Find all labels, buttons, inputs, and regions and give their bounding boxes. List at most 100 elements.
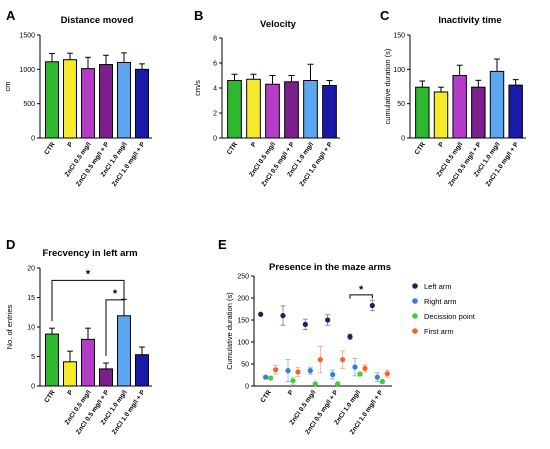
bar-zncl-1-0-mg-l <box>117 315 131 387</box>
y-tick-label: 1000 <box>19 67 35 74</box>
point-decission-point <box>268 375 274 381</box>
y-tick-label: 150 <box>393 33 405 40</box>
significance-star: * <box>113 288 118 300</box>
bar-ctr <box>227 80 242 139</box>
y-tick-label: 0 <box>213 136 217 143</box>
panel-a-title: Distance moved <box>61 15 134 26</box>
legend-marker-decission-point <box>412 313 418 319</box>
panel-e-label: E <box>218 237 227 252</box>
y-tick-label: 8 <box>213 36 217 43</box>
x-category-label-zncl-1-0-mg-l-p: ZnCl 1.0 mg/l + P <box>111 141 147 188</box>
y-axis-label: cm <box>3 82 12 92</box>
point-left-arm <box>325 317 331 323</box>
panel-a-label: A <box>6 8 16 23</box>
bar-ctr <box>45 61 59 139</box>
panel-d-title: Frecvency in left arm <box>42 248 137 259</box>
point-first-arm <box>317 357 323 363</box>
y-axis-label: cumulative duration (s) <box>383 48 392 124</box>
point-right-arm <box>374 374 380 380</box>
x-category-label-p: P <box>437 141 446 149</box>
x-category-label-ctr: CTR <box>43 141 57 156</box>
significance-star: * <box>86 268 91 280</box>
chart-e-presence-maze-arms: 0 50 100 150 200 250 Cumulative duration (s) CT… <box>225 274 476 436</box>
point-right-arm <box>330 371 336 378</box>
point-decission-point <box>357 371 363 377</box>
y-tick-label: 0 <box>245 384 249 391</box>
x-category-label-p: P <box>250 141 259 149</box>
legend-label-left-arm: Left arm <box>424 282 452 291</box>
x-category-label-ctr: CTR <box>259 389 273 404</box>
point-first-arm <box>340 357 346 363</box>
y-tick-label: 2 <box>213 111 217 118</box>
y-tick-label: 4 <box>213 86 217 93</box>
y-tick-label: 6 <box>213 61 217 68</box>
bar-zncl-1-0-mg-l <box>117 61 131 139</box>
bar-zncl-1-0-mg-l-p <box>508 84 523 139</box>
y-tick-label: 100 <box>393 67 405 74</box>
bar-zncl-0-5-mg-l <box>81 68 95 139</box>
bar-zncl-0-5-mg-l <box>452 75 467 139</box>
y-axis-label: No. of entries <box>5 304 14 349</box>
y-tick-label: 20 <box>27 266 35 273</box>
x-category-label-ctr: CTR <box>414 141 428 156</box>
point-right-arm <box>263 374 269 380</box>
bar-zncl-0-5-mg-l-p <box>99 64 113 139</box>
y-tick-label: 50 <box>397 101 405 108</box>
point-decission-point <box>312 381 318 387</box>
y-tick-label: 500 <box>23 101 35 108</box>
legend-marker-left-arm <box>412 283 418 289</box>
bar-zncl-0-5-mg-l <box>265 83 280 139</box>
bar-zncl-1-0-mg-l-p <box>135 354 149 387</box>
panel-c-title: Inactivity time <box>438 15 501 26</box>
x-category-label-p: P <box>66 141 75 149</box>
point-right-arm <box>307 368 313 374</box>
legend-marker-right-arm <box>412 298 418 304</box>
point-first-arm <box>362 365 368 371</box>
panel-b-title: Velocity <box>260 19 297 30</box>
y-axis-label: Cumulative duration (s) <box>225 292 234 370</box>
x-category-label-zncl-0-5-mg-l-p: ZnCl 0.5 mg/l + P <box>447 141 483 188</box>
y-tick-label: 15 <box>27 295 35 302</box>
bar-zncl-1-0-mg-l-p <box>322 85 337 139</box>
point-right-arm <box>285 368 291 374</box>
significance-bracket <box>105 294 125 356</box>
y-tick-label: 50 <box>241 362 249 369</box>
bar-zncl-1-0-mg-l <box>489 70 505 139</box>
bar-zncl-0-5-mg-l <box>81 338 95 387</box>
y-tick-label: 5 <box>31 354 35 361</box>
x-category-label-p: P <box>66 389 75 397</box>
point-left-arm <box>302 321 308 327</box>
point-decission-point <box>290 378 296 384</box>
x-category-label-ctr: CTR <box>43 389 57 404</box>
y-tick-label: 250 <box>237 274 249 281</box>
y-tick-label: 0 <box>31 384 35 391</box>
y-tick-label: 200 <box>237 296 249 303</box>
significance-star: * <box>359 284 364 296</box>
point-left-arm <box>369 302 375 309</box>
point-right-arm <box>352 364 358 370</box>
bar-zncl-0-5-mg-l-p <box>284 81 299 139</box>
bar-zncl-0-5-mg-l-p <box>99 368 113 387</box>
legend-label-decission-point: Decission point <box>424 312 476 321</box>
point-left-arm <box>280 313 286 319</box>
y-tick-label: 100 <box>237 340 249 347</box>
significance-bracket <box>349 294 373 299</box>
y-tick-label: 0 <box>401 136 405 143</box>
panel-b-label: B <box>194 8 203 23</box>
bar-p <box>246 78 261 139</box>
point-first-arm <box>384 371 390 377</box>
significance-bracket <box>51 279 125 322</box>
y-axis-label: cm/s <box>193 80 202 96</box>
bar-zncl-0-5-mg-l-p <box>471 86 486 139</box>
y-tick-label: 0 <box>31 136 35 143</box>
bar-zncl-1-0-mg-l <box>303 80 318 139</box>
bar-p <box>63 361 77 387</box>
bar-zncl-1-0-mg-l-p <box>135 68 149 139</box>
panel-d-label: D <box>6 237 15 252</box>
panel-c-label: C <box>380 8 390 23</box>
chart-c-inactivity-time: 0 50 100 150 cumulative duration (s) CTR PZnCl… <box>383 33 526 188</box>
point-decission-point <box>335 381 341 387</box>
